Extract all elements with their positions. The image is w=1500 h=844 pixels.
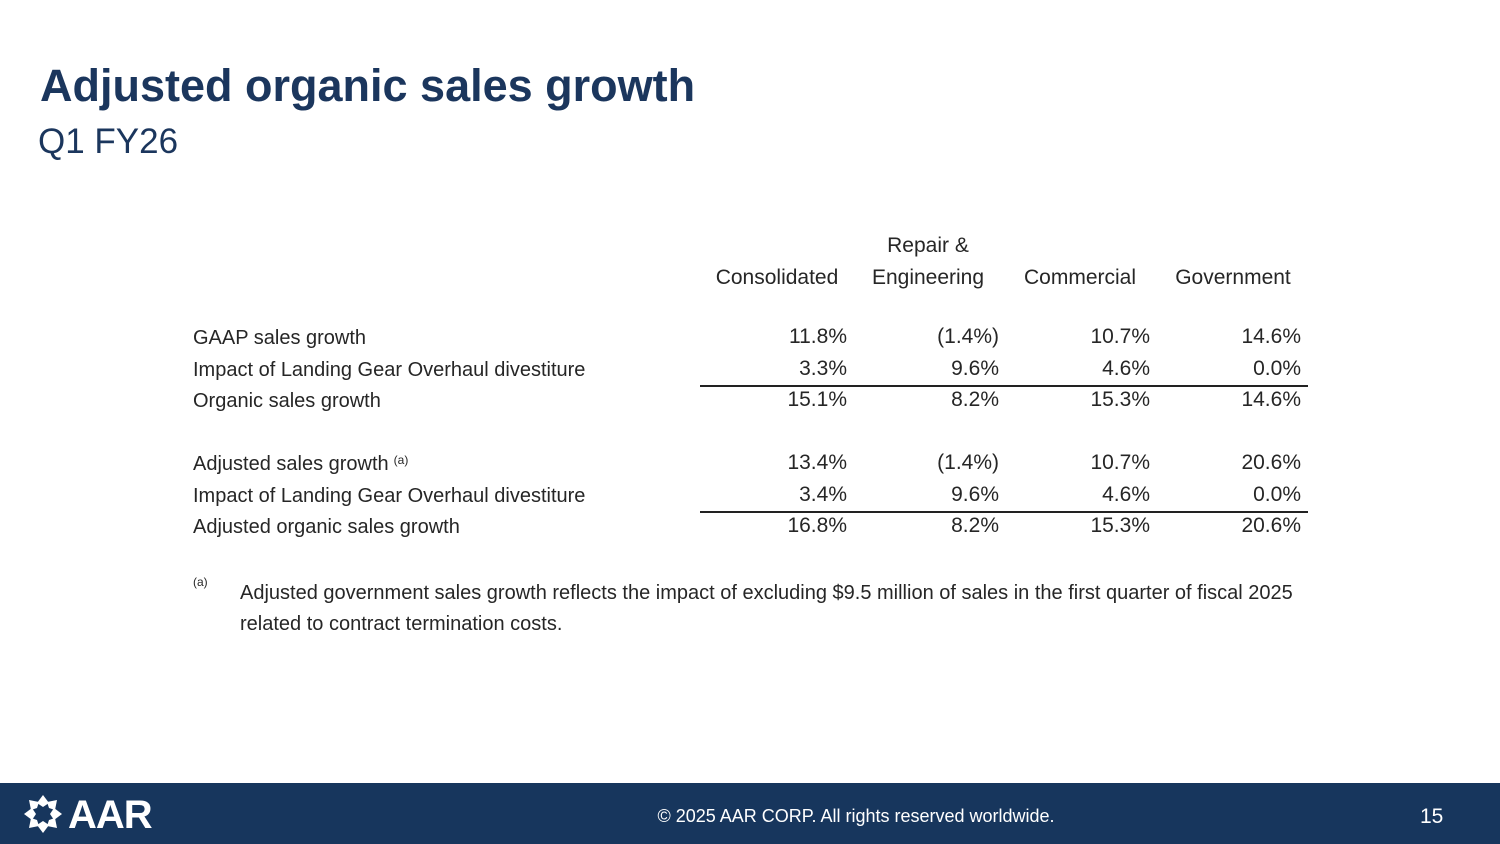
row-label-text: Impact of Landing Gear Overhaul divestit… — [193, 358, 586, 381]
rule — [700, 385, 1308, 387]
cell: 0.0% — [1253, 356, 1301, 380]
cell: 15.1% — [787, 388, 847, 411]
cell: 4.6% — [1102, 482, 1150, 506]
cell: (1.4%) — [937, 451, 999, 474]
cell: 3.3% — [799, 356, 847, 380]
logo: AAR — [68, 793, 153, 837]
cell: 10.7% — [1090, 325, 1150, 348]
column-header: Commercial — [1023, 266, 1136, 289]
cell: 16.8% — [787, 514, 847, 537]
cell: 20.6% — [1241, 451, 1301, 474]
row-label: Adjusted organic sales growth — [193, 516, 460, 539]
footnote-marker: (a) — [193, 575, 208, 589]
subtitle: Q1 FY26 — [38, 122, 179, 161]
row-label: Adjusted sales growth (a) — [193, 453, 408, 476]
row-label-text: Adjusted sales growth — [193, 453, 389, 475]
cell: 15.3% — [1090, 388, 1150, 411]
cell: 0.0% — [1253, 482, 1301, 506]
title: Adjusted organic sales growth — [40, 60, 696, 111]
row-label-text: Organic sales growth — [193, 390, 381, 412]
row-label: Impact of Landing Gear Overhaul divestit… — [193, 359, 585, 382]
row-label-text: Adjusted organic sales growth — [193, 516, 460, 538]
cell: (1.4%) — [937, 325, 999, 348]
column-header: Consolidated — [715, 266, 839, 289]
copyright: © 2025 AAR CORP. All rights reserved wor… — [657, 806, 1055, 826]
footer: AAR © 2025 AAR CORP. All rights reserved… — [0, 783, 1500, 844]
row-label: GAAP sales growth — [193, 327, 366, 350]
cell: 9.6% — [951, 356, 999, 380]
row-label-text: GAAP sales growth — [193, 327, 367, 349]
cell: 10.7% — [1090, 451, 1150, 474]
column-header: Government — [1175, 266, 1291, 289]
cell: 3.4% — [799, 482, 847, 506]
cell: 11.8% — [789, 325, 847, 348]
note-ref: (a) — [393, 453, 409, 467]
page-number: 15 — [1420, 805, 1444, 828]
cell: 8.2% — [951, 388, 999, 411]
cell: 4.6% — [1102, 356, 1150, 380]
cell: 9.6% — [951, 482, 999, 506]
row-label: Impact of Landing Gear Overhaul divestit… — [193, 485, 585, 508]
row-label: Organic sales growth — [193, 390, 381, 413]
cell: 14.6% — [1241, 388, 1301, 411]
cell: 13.4% — [787, 451, 847, 474]
column-header: Repair & Engineering — [871, 234, 985, 289]
row-label-text: Impact of Landing Gear Overhaul divestit… — [193, 484, 586, 507]
cell: 8.2% — [951, 514, 999, 537]
cell: 20.6% — [1241, 514, 1301, 537]
rule — [700, 511, 1308, 513]
logo-icon — [24, 795, 62, 833]
footnote-text: Adjusted government sales growth reflect… — [240, 582, 1293, 635]
cell: 15.3% — [1090, 514, 1150, 537]
cell: 14.6% — [1241, 325, 1301, 348]
